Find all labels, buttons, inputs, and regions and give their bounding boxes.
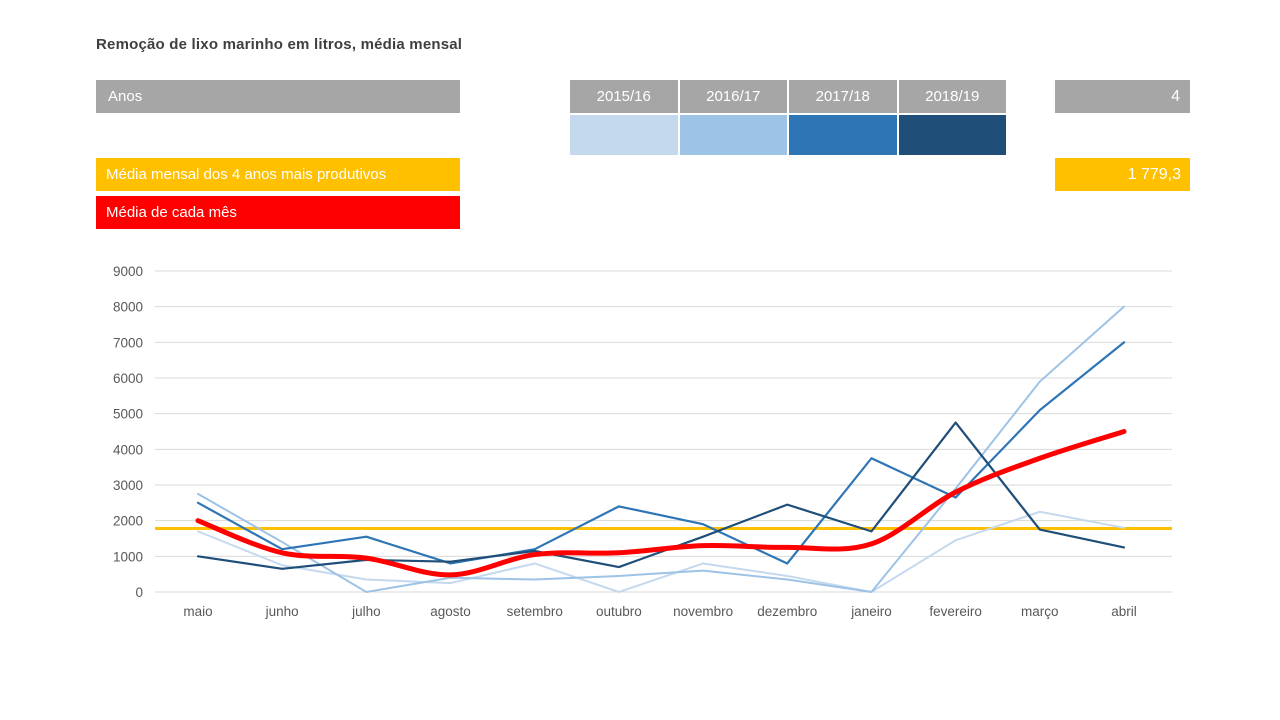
x-axis-tick-label: novembro bbox=[673, 604, 733, 619]
x-axis-tick-label: janeiro bbox=[850, 604, 892, 619]
year-swatch-2018-19 bbox=[898, 115, 1006, 155]
page-title: Remoção de lixo marinho em litros, média… bbox=[96, 36, 463, 53]
y-axis-tick-label: 0 bbox=[135, 585, 143, 600]
series-line-2018-19 bbox=[196, 421, 1126, 570]
year-swatch-2016-17 bbox=[679, 115, 787, 155]
y-axis-tick-label: 4000 bbox=[113, 442, 143, 457]
year-color-legend bbox=[570, 115, 1006, 155]
series-line-2016-17 bbox=[197, 305, 1125, 593]
y-axis-tick-label: 7000 bbox=[113, 335, 143, 350]
x-axis-tick-label: maio bbox=[183, 604, 212, 619]
legend-monthly-mean: Média de cada mês bbox=[96, 196, 460, 229]
y-axis-tick-label: 9000 bbox=[113, 264, 143, 279]
years-slicer-label: Anos bbox=[108, 88, 143, 105]
year-button-2016-17[interactable]: 2016/17 bbox=[679, 80, 787, 113]
years-slicer-header: Anos bbox=[96, 80, 460, 113]
y-axis-tick-label: 3000 bbox=[113, 478, 143, 493]
x-axis-tick-label: março bbox=[1021, 604, 1059, 619]
year-button-2018-19[interactable]: 2018/19 bbox=[898, 80, 1006, 113]
legend-productive-years-average: Média mensal dos 4 anos mais produtivos bbox=[96, 158, 460, 191]
year-swatch-2017-18 bbox=[789, 115, 897, 155]
x-axis-tick-label: fevereiro bbox=[929, 604, 982, 619]
y-axis-tick-label: 6000 bbox=[113, 371, 143, 386]
x-axis-tick-label: setembro bbox=[507, 604, 563, 619]
x-axis-tick-label: abril bbox=[1111, 604, 1137, 619]
x-axis-tick-label: junho bbox=[265, 604, 299, 619]
series-line-m-dia-de-cada-m-s bbox=[195, 429, 1127, 578]
year-buttons: 2015/16 2016/17 2017/18 2018/19 bbox=[570, 80, 1006, 113]
series-line-2015-16 bbox=[197, 510, 1125, 593]
year-button-2015-16[interactable]: 2015/16 bbox=[570, 80, 678, 113]
y-axis-tick-label: 5000 bbox=[113, 407, 143, 422]
x-axis-tick-label: dezembro bbox=[757, 604, 817, 619]
selected-years-count: 4 bbox=[1055, 80, 1190, 113]
y-axis-tick-label: 1000 bbox=[113, 549, 143, 564]
year-swatch-2015-16 bbox=[570, 115, 678, 155]
y-axis-tick-label: 8000 bbox=[113, 300, 143, 315]
productive-years-average-value: 1 779,3 bbox=[1055, 158, 1190, 191]
x-axis-tick-label: agosto bbox=[430, 604, 471, 619]
x-axis-tick-label: julho bbox=[351, 604, 381, 619]
year-button-2017-18[interactable]: 2017/18 bbox=[789, 80, 897, 113]
x-axis-tick-label: outubro bbox=[596, 604, 642, 619]
y-axis-tick-label: 2000 bbox=[113, 514, 143, 529]
